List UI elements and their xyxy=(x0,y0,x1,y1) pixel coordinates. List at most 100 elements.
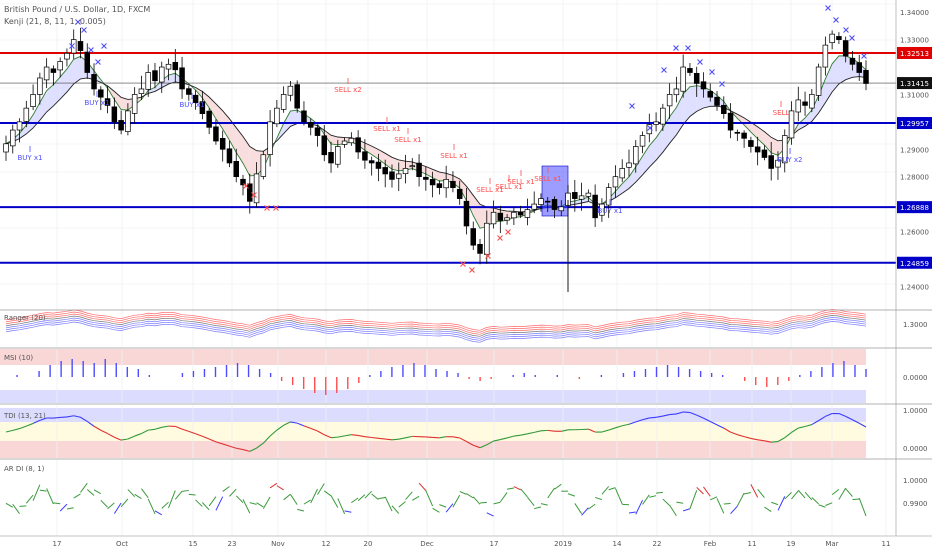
ardi-seg-109 xyxy=(744,491,751,495)
ranger-indicator xyxy=(5,309,867,343)
time-axis[interactable]: 17 Oct 15 23 Nov 12 20 Dec 17 2019 14 22 Feb 11 19 Mar 1… xyxy=(53,540,891,548)
candle-body xyxy=(287,85,294,96)
tdi-seg-31 xyxy=(215,441,223,445)
tdi-seg-88 xyxy=(601,429,609,433)
tdi-seg-99 xyxy=(676,411,684,415)
tdi-seg-50 xyxy=(344,434,352,437)
candle-body xyxy=(524,209,531,218)
candle-body xyxy=(599,203,605,216)
candle-body xyxy=(775,159,781,168)
signal-cross-9 xyxy=(251,192,257,198)
candle-body xyxy=(64,52,70,60)
cloud-segment-58 xyxy=(398,159,406,171)
tdi-upper-zone xyxy=(0,408,866,422)
tdi-seg-44 xyxy=(303,425,311,429)
ranger-band-6 xyxy=(5,321,867,343)
price-axis[interactable]: 1.34000 1.33000 1.31000 1.29000 1.28000 1.260… xyxy=(897,9,932,508)
signal-cross-10 xyxy=(460,261,466,267)
candle-body xyxy=(470,228,476,246)
candle-body xyxy=(727,112,734,131)
tdi-seg-71 xyxy=(486,440,494,446)
time-tick-3: 23 xyxy=(228,540,237,548)
price-tick-7: 1.24000 xyxy=(900,283,929,291)
tdi-seg-72 xyxy=(493,438,501,442)
candle-body xyxy=(626,162,632,168)
ardi-seg-66 xyxy=(452,494,461,508)
ardi-seg-56 xyxy=(384,496,393,512)
candle-body xyxy=(809,94,815,109)
candle-body xyxy=(484,222,490,255)
ardi-seg-45 xyxy=(310,488,318,504)
ardi-seg-23 xyxy=(161,501,169,509)
ardi-seg-19 xyxy=(134,493,142,499)
ardi-seg-43 xyxy=(297,508,305,512)
time-tick-9: 2019 xyxy=(554,540,572,548)
candle-body xyxy=(186,88,192,95)
ardi-seg-83 xyxy=(567,493,575,497)
ranger-band-3 xyxy=(5,315,867,337)
signal-label-7: SELL x1 xyxy=(476,186,504,194)
tdi-seg-116 xyxy=(791,427,799,433)
tdi-seg-3 xyxy=(26,422,34,427)
ardi-seg-114 xyxy=(777,496,786,511)
tdi-seg-5 xyxy=(39,417,47,421)
candle-body xyxy=(666,94,673,107)
candle-body xyxy=(226,148,233,164)
msi-indicator xyxy=(16,359,867,395)
tdi-seg-75 xyxy=(513,434,521,437)
tdi-seg-11 xyxy=(80,416,88,422)
ardi-seg-47 xyxy=(323,490,332,497)
cloud-segment-48 xyxy=(331,135,338,145)
cloud-segment-33 xyxy=(229,118,237,153)
ardi-seg-108 xyxy=(736,492,745,507)
ardi-seg-86 xyxy=(588,503,596,510)
candle-body xyxy=(754,146,761,153)
ardi-seg-61 xyxy=(418,482,427,491)
cloud-segment-111 xyxy=(757,126,765,145)
ardi-seg-59 xyxy=(405,491,413,500)
tdi-seg-86 xyxy=(588,428,596,433)
tdi-seg-73 xyxy=(500,437,508,441)
cloud-segment-112 xyxy=(764,131,772,153)
cloud-segment-93 xyxy=(635,156,643,183)
candle-body xyxy=(307,122,314,128)
level-tag-bg-0 xyxy=(897,46,932,59)
tdi-seg-18 xyxy=(127,435,135,440)
ardi-seg-94 xyxy=(642,494,650,505)
signal-cross-13 xyxy=(497,235,503,241)
candle-body xyxy=(199,101,206,114)
cloud-segment-100 xyxy=(683,86,690,125)
ardi-seg-96 xyxy=(656,491,663,494)
ardi-seg-77 xyxy=(527,496,535,507)
ardi-seg-113 xyxy=(771,501,779,506)
tdi-seg-91 xyxy=(622,423,630,427)
tdi-seg-28 xyxy=(195,433,203,437)
tdi-seg-1 xyxy=(12,428,20,431)
ardi-seg-54 xyxy=(371,493,379,501)
ardi-seg-12 xyxy=(86,489,95,496)
tdi-seg-33 xyxy=(229,445,237,449)
tdi-seg-48 xyxy=(330,436,338,439)
ardi-seg-34 xyxy=(235,495,244,504)
signal-cross-24 xyxy=(833,17,839,23)
ardi-seg-115 xyxy=(784,492,792,500)
ardi-seg-118 xyxy=(804,491,813,501)
tdi-indicator xyxy=(5,411,867,452)
time-tick-11: 22 xyxy=(653,540,662,548)
signal-label-11: BUY x1 xyxy=(597,207,622,215)
tdi-seg-92 xyxy=(628,421,636,425)
signal-label-12: SELL xyxy=(773,109,790,117)
candle-body xyxy=(423,176,429,180)
ardi-seg-4 xyxy=(32,484,41,501)
candle-body xyxy=(301,110,307,123)
ardi-seg-117 xyxy=(797,489,806,499)
candle-body xyxy=(572,192,578,199)
tdi-seg-124 xyxy=(845,415,853,421)
candle-body xyxy=(815,66,822,96)
tdi-seg-90 xyxy=(615,425,623,429)
tdi-seg-95 xyxy=(649,416,657,419)
candle-body xyxy=(260,154,267,177)
candle-body xyxy=(849,57,856,65)
tdi-seg-49 xyxy=(337,435,345,438)
